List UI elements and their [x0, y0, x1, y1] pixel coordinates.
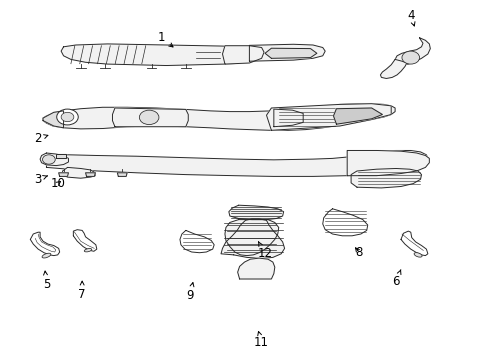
Text: 4: 4	[406, 9, 414, 26]
Text: 7: 7	[78, 281, 86, 301]
Text: 6: 6	[391, 270, 400, 288]
Text: 3: 3	[34, 173, 47, 186]
Polygon shape	[322, 209, 367, 236]
Polygon shape	[237, 258, 274, 279]
Polygon shape	[222, 46, 264, 64]
Polygon shape	[61, 44, 261, 66]
Polygon shape	[333, 108, 382, 124]
Polygon shape	[228, 205, 283, 220]
Polygon shape	[180, 230, 214, 253]
Circle shape	[57, 109, 78, 125]
Circle shape	[61, 112, 74, 122]
Polygon shape	[273, 109, 303, 127]
Polygon shape	[400, 231, 427, 256]
Ellipse shape	[42, 253, 51, 258]
Polygon shape	[30, 232, 60, 256]
Polygon shape	[62, 167, 95, 178]
Polygon shape	[350, 168, 421, 188]
Text: 10: 10	[50, 177, 65, 190]
Polygon shape	[73, 230, 97, 251]
Polygon shape	[221, 219, 284, 258]
Text: 1: 1	[157, 31, 173, 47]
Polygon shape	[112, 108, 188, 127]
Polygon shape	[380, 59, 406, 78]
Circle shape	[139, 110, 159, 125]
Ellipse shape	[413, 253, 421, 257]
Text: 2: 2	[34, 132, 48, 145]
Polygon shape	[46, 150, 427, 176]
Ellipse shape	[84, 248, 92, 252]
Polygon shape	[266, 104, 390, 130]
Polygon shape	[43, 104, 394, 130]
Text: 12: 12	[257, 242, 272, 260]
Polygon shape	[346, 150, 428, 176]
Text: 9: 9	[185, 283, 194, 302]
Polygon shape	[394, 38, 429, 65]
Circle shape	[401, 51, 419, 64]
Polygon shape	[59, 173, 68, 176]
Polygon shape	[249, 44, 325, 61]
Polygon shape	[43, 111, 63, 128]
Text: 11: 11	[254, 332, 268, 348]
Circle shape	[42, 155, 55, 164]
Polygon shape	[85, 173, 95, 176]
Text: 5: 5	[42, 271, 50, 291]
Polygon shape	[56, 154, 66, 158]
Text: 8: 8	[355, 246, 363, 259]
Polygon shape	[117, 173, 127, 176]
Polygon shape	[40, 153, 68, 166]
Polygon shape	[264, 48, 316, 58]
Polygon shape	[224, 220, 278, 256]
